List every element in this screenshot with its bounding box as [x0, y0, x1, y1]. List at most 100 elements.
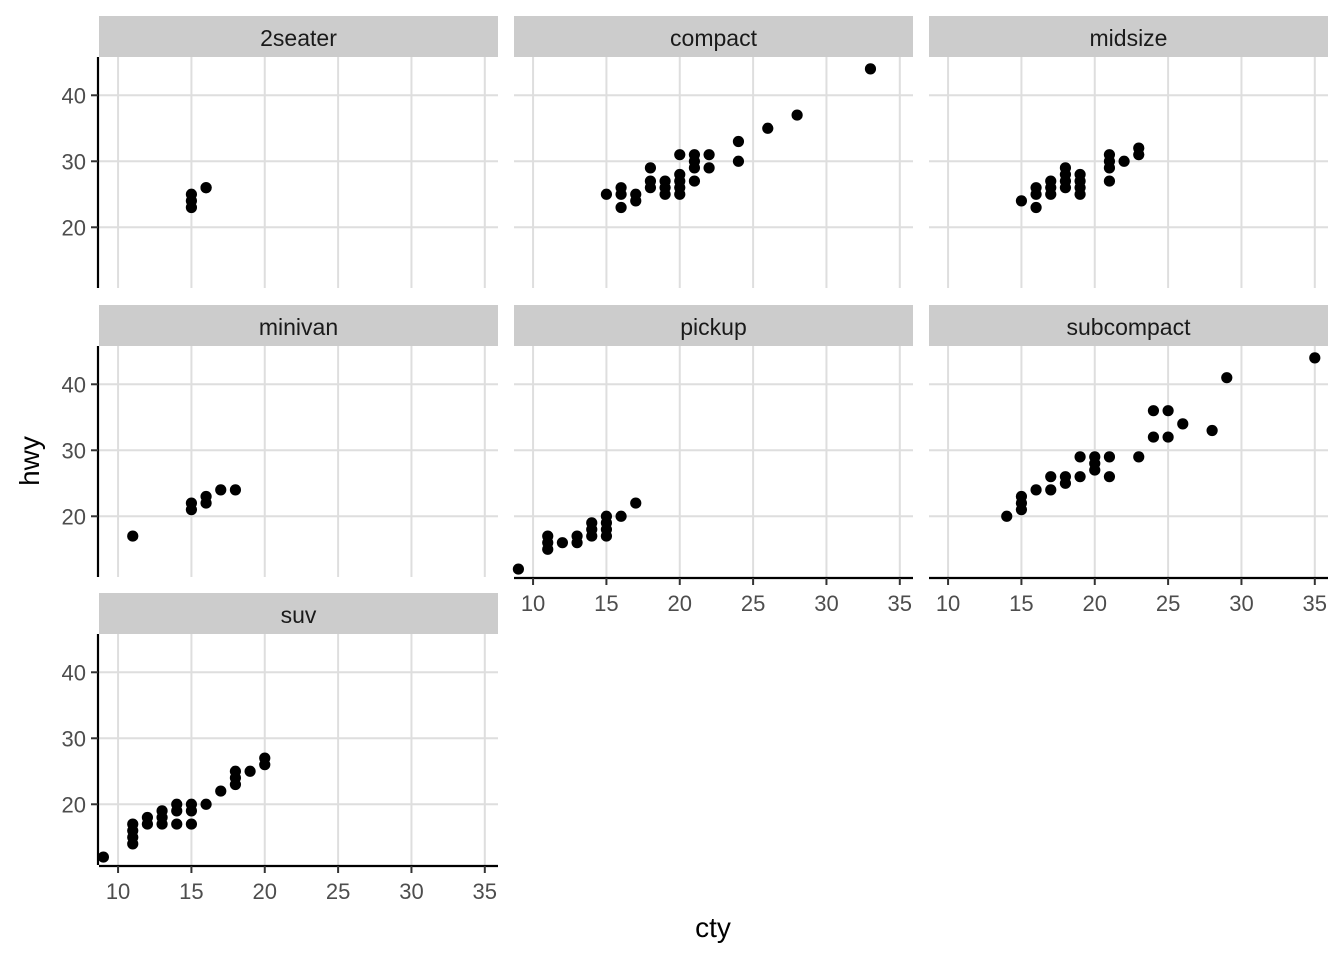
y-tick-label: 20: [62, 504, 86, 529]
data-point: [659, 188, 671, 200]
y-tick-label: 20: [62, 215, 86, 240]
data-point: [1045, 471, 1057, 483]
data-point: [703, 149, 715, 161]
facet-strip-label: 2seater: [260, 25, 337, 51]
y-tick-label: 20: [62, 792, 86, 817]
data-point: [185, 504, 198, 516]
data-point: [1045, 484, 1057, 496]
data-point: [1074, 471, 1086, 483]
data-point: [1015, 195, 1028, 207]
facet-panel-midsize: midsize: [929, 16, 1328, 288]
data-point: [1147, 405, 1160, 417]
facet-strip-label: pickup: [680, 314, 746, 340]
data-point: [1030, 484, 1042, 496]
data-point: [127, 530, 139, 542]
data-point: [615, 510, 627, 522]
data-point: [1103, 471, 1116, 483]
data-point: [1045, 188, 1057, 200]
data-point: [1162, 405, 1174, 417]
data-point: [185, 201, 198, 214]
x-tick-label: 30: [814, 591, 838, 616]
data-point: [864, 63, 877, 75]
facet-strip: [929, 16, 1328, 57]
data-point: [1059, 182, 1072, 194]
data-point: [1221, 372, 1233, 384]
data-point: [615, 201, 627, 214]
facet-panel-suv: suv 20 30 40 10 15 20 25 30 35: [62, 593, 498, 904]
data-point: [586, 530, 598, 542]
data-point: [644, 162, 657, 174]
data-point: [141, 818, 154, 830]
x-tick-label: 30: [1229, 591, 1253, 616]
facet-strip-label: suv: [281, 602, 317, 628]
x-tick-label: 15: [1009, 591, 1033, 616]
data-point: [542, 543, 554, 555]
data-point: [1074, 451, 1086, 463]
facet-strip-label: subcompact: [1066, 314, 1191, 340]
data-point: [732, 155, 745, 167]
data-point: [1015, 504, 1028, 516]
data-point: [1089, 464, 1101, 476]
data-point: [688, 162, 701, 174]
facet-strip-label: minivan: [259, 314, 338, 340]
data-point: [571, 537, 583, 549]
data-point: [127, 838, 139, 850]
facet-strip: [514, 305, 913, 346]
data-point: [791, 109, 803, 121]
data-point: [185, 805, 198, 817]
x-tick-label: 25: [1156, 591, 1180, 616]
data-point: [1030, 201, 1042, 214]
data-point: [512, 563, 525, 575]
facet-panel-pickup: pickup 10 15 20 25 30 35: [512, 305, 913, 616]
x-tick-label: 15: [594, 591, 618, 616]
facet-strip: [99, 16, 498, 57]
x-tick-label: 10: [106, 879, 130, 904]
facet-panel-compact: compact: [514, 16, 913, 288]
data-point: [1162, 431, 1174, 443]
facet-panel-2seater: 2seater 20 30 40: [62, 16, 498, 288]
data-point: [1177, 418, 1189, 430]
x-tick-label: 10: [521, 591, 545, 616]
data-point: [259, 759, 271, 771]
data-point: [200, 182, 212, 194]
data-point: [762, 122, 774, 134]
data-point: [215, 484, 227, 496]
data-point: [703, 162, 715, 174]
data-point: [630, 497, 642, 509]
facet-strip-label: midsize: [1090, 25, 1168, 51]
y-tick-label: 40: [62, 660, 86, 685]
data-point: [1206, 424, 1218, 437]
data-point: [1309, 352, 1321, 364]
x-tick-label: 35: [888, 591, 912, 616]
data-point: [1147, 431, 1160, 443]
y-tick-label: 30: [62, 438, 86, 463]
data-point: [215, 785, 227, 797]
data-point: [630, 195, 642, 207]
facet-panel-subcompact: subcompact 10 15 20 25 30 35: [929, 305, 1328, 616]
data-point: [600, 188, 613, 200]
x-tick-label: 35: [1303, 591, 1327, 616]
data-point: [1103, 175, 1116, 187]
x-tick-label: 10: [936, 591, 960, 616]
y-axis-label: hwy: [14, 436, 45, 486]
data-point: [1133, 451, 1145, 463]
data-point: [171, 818, 183, 830]
y-tick-label: 30: [62, 149, 86, 174]
data-point: [200, 497, 212, 509]
data-point: [229, 484, 242, 496]
data-point: [1118, 155, 1130, 167]
x-tick-label: 25: [741, 591, 765, 616]
x-axis-label: cty: [695, 912, 731, 943]
y-tick-label: 30: [62, 726, 86, 751]
data-point: [732, 135, 745, 148]
data-point: [97, 851, 110, 863]
x-tick-label: 20: [668, 591, 692, 616]
x-tick-label: 20: [1083, 591, 1107, 616]
data-point: [1001, 510, 1013, 522]
x-tick-label: 25: [326, 879, 350, 904]
x-tick-label: 30: [399, 879, 423, 904]
data-point: [1103, 162, 1116, 174]
data-point: [688, 175, 701, 187]
data-point: [156, 818, 168, 830]
